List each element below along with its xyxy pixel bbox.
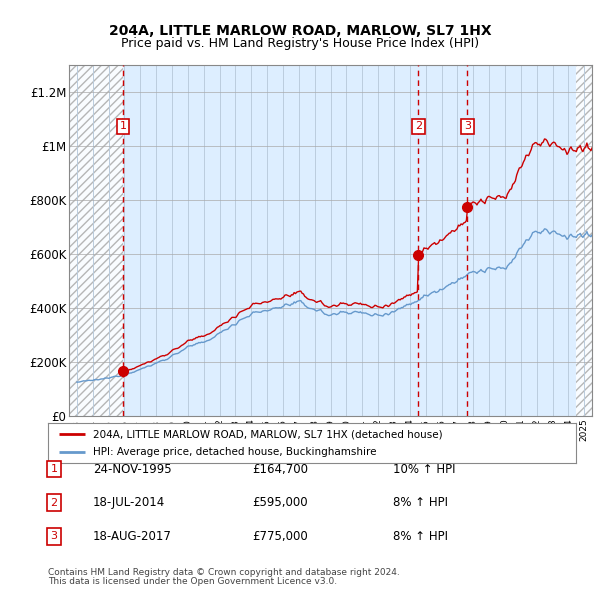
Text: 24-NOV-1995: 24-NOV-1995: [93, 463, 172, 476]
Text: 204A, LITTLE MARLOW ROAD, MARLOW, SL7 1HX: 204A, LITTLE MARLOW ROAD, MARLOW, SL7 1H…: [109, 24, 491, 38]
Text: 2: 2: [50, 498, 58, 507]
Text: 8% ↑ HPI: 8% ↑ HPI: [393, 530, 448, 543]
Text: 18-JUL-2014: 18-JUL-2014: [93, 496, 165, 509]
Text: 2: 2: [415, 122, 422, 132]
Text: £775,000: £775,000: [252, 530, 308, 543]
Text: 8% ↑ HPI: 8% ↑ HPI: [393, 496, 448, 509]
Text: This data is licensed under the Open Government Licence v3.0.: This data is licensed under the Open Gov…: [48, 577, 337, 586]
Text: 3: 3: [464, 122, 471, 132]
Bar: [69, 65, 123, 416]
Text: £595,000: £595,000: [252, 496, 308, 509]
Text: 1: 1: [119, 122, 127, 132]
Text: Price paid vs. HM Land Registry's House Price Index (HPI): Price paid vs. HM Land Registry's House …: [121, 37, 479, 50]
Text: Contains HM Land Registry data © Crown copyright and database right 2024.: Contains HM Land Registry data © Crown c…: [48, 568, 400, 576]
Text: 18-AUG-2017: 18-AUG-2017: [93, 530, 172, 543]
Text: 1: 1: [50, 464, 58, 474]
Text: 204A, LITTLE MARLOW ROAD, MARLOW, SL7 1HX (detached house): 204A, LITTLE MARLOW ROAD, MARLOW, SL7 1H…: [93, 430, 443, 440]
Text: £164,700: £164,700: [252, 463, 308, 476]
Bar: [577, 65, 592, 416]
Text: HPI: Average price, detached house, Buckinghamshire: HPI: Average price, detached house, Buck…: [93, 447, 376, 457]
Text: 3: 3: [50, 532, 58, 541]
Text: 10% ↑ HPI: 10% ↑ HPI: [393, 463, 455, 476]
